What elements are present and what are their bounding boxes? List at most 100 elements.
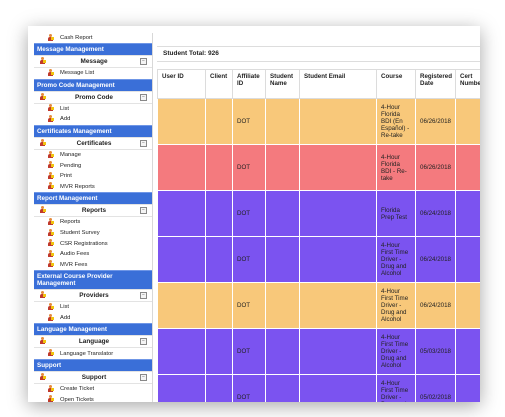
sidebar-group-label: Promo Code — [75, 93, 113, 101]
sidebar-section: Report Management Reports − Reports Stud… — [34, 192, 152, 270]
sidebar-item[interactable]: Print — [34, 171, 152, 182]
sidebar-item[interactable]: Language Translator — [34, 348, 152, 359]
sidebar-section-header: External Course Provider Management — [34, 270, 152, 290]
user-icon — [47, 161, 56, 170]
cell-affiliate-id: DOT — [232, 328, 266, 375]
sidebar-group[interactable]: Message − — [34, 55, 152, 68]
cell-user-id — [157, 282, 206, 329]
table-row[interactable]: DOT 4-Hour First Time Driver - Drug and A… — [157, 374, 480, 402]
sidebar-section: Message Management Message − Message Lis… — [34, 43, 152, 79]
sidebar-group[interactable]: Certificates − — [34, 136, 152, 150]
user-icon — [47, 182, 56, 191]
sidebar-item-label: Message List — [60, 70, 95, 77]
collapse-toggle-icon[interactable]: − — [140, 139, 147, 147]
sidebar-item[interactable]: Message List — [34, 68, 152, 79]
cell-client — [205, 98, 233, 145]
cell-cert-number — [455, 190, 480, 237]
table-row[interactable]: DOT Florida Prep Test 06/24/2018 — [157, 190, 480, 237]
sidebar-item[interactable]: Manage — [34, 150, 152, 161]
sidebar-item-cash-report[interactable]: Cash Report — [34, 33, 152, 43]
collapse-toggle-icon[interactable]: − — [140, 93, 147, 101]
user-icon — [47, 313, 56, 323]
sidebar-item[interactable]: Create Ticket — [34, 384, 152, 395]
collapse-toggle-icon[interactable]: − — [140, 338, 147, 346]
cell-course: 4-Hour First Time Driver - Drug and Alco… — [376, 236, 416, 283]
table-row[interactable]: DOT 4-Hour First Time Driver - Drug and A… — [157, 282, 480, 329]
column-header[interactable]: Client — [205, 69, 233, 99]
cell-student-email — [299, 144, 377, 191]
sidebar-item-label: Add — [60, 315, 71, 322]
sidebar-item[interactable]: MVR Fees — [34, 260, 152, 271]
sidebar-section-header: Report Management — [34, 192, 152, 205]
cell-registered-date: 05/02/2018 — [415, 374, 456, 402]
sidebar-item[interactable]: List — [34, 104, 152, 115]
collapse-toggle-icon[interactable]: − — [140, 207, 147, 215]
cell-student-name — [265, 236, 300, 283]
collapse-toggle-icon[interactable]: − — [140, 58, 147, 65]
sidebar-group[interactable]: Promo Code − — [34, 90, 152, 104]
user-icon — [47, 33, 56, 43]
cell-course: 4-Hour First Time Driver - Drug and Alco… — [376, 374, 416, 402]
user-icon — [39, 372, 48, 382]
sidebar-item[interactable]: Student Survey — [34, 228, 152, 239]
cell-cert-number — [455, 374, 480, 402]
sidebar-item[interactable]: Add — [34, 313, 152, 324]
user-icon — [47, 171, 56, 181]
sidebar-item[interactable]: Reports — [34, 217, 152, 228]
sidebar-item-label: Manage — [60, 152, 81, 159]
cell-client — [205, 328, 233, 375]
user-icon — [47, 228, 56, 238]
cell-student-email — [299, 328, 377, 375]
table-row[interactable]: DOT 4-Hour First Time Driver - Drug and A… — [157, 328, 480, 375]
cell-cert-number — [455, 98, 480, 145]
cell-cert-number — [455, 236, 480, 283]
sidebar-item[interactable]: MVR Reports — [34, 182, 152, 193]
user-icon — [39, 92, 48, 102]
sidebar-item[interactable]: CSR Registrations — [34, 238, 152, 249]
sidebar-item-label: Print — [60, 173, 72, 180]
sidebar-item[interactable]: Audio Fees — [34, 249, 152, 260]
user-icon — [39, 291, 48, 300]
sidebar-item[interactable]: Open Tickets — [34, 395, 152, 402]
cell-client — [205, 236, 233, 283]
sidebar-group[interactable]: Language − — [34, 335, 152, 349]
table-row[interactable]: DOT 4-Hour Florida BDI (En Español) - Re-… — [157, 98, 480, 145]
sidebar-group[interactable]: Reports − — [34, 204, 152, 218]
sidebar-group[interactable]: Support − — [34, 370, 152, 384]
column-header[interactable]: Affiliate ID — [232, 69, 266, 99]
column-header[interactable]: Cert Number — [455, 69, 480, 99]
sidebar-section-header: Promo Code Management — [34, 78, 152, 91]
table-row[interactable]: DOT 4-Hour First Time Driver - Drug and A… — [157, 236, 480, 283]
cell-client — [205, 190, 233, 237]
cell-affiliate-id: DOT — [232, 190, 266, 237]
sidebar-item-label: Open Tickets — [60, 396, 94, 402]
user-icon — [47, 395, 56, 402]
sidebar-item[interactable]: Add — [34, 114, 152, 125]
sidebar-section-header: Certificates Management — [34, 124, 152, 137]
sidebar-item[interactable]: Pending — [34, 160, 152, 171]
sidebar-section: Language Management Language − Language … — [34, 323, 152, 359]
column-header[interactable]: Course — [376, 69, 416, 99]
cell-affiliate-id: DOT — [232, 144, 266, 191]
cell-student-email — [299, 374, 377, 402]
collapse-toggle-icon[interactable]: − — [140, 373, 147, 381]
sidebar-item[interactable]: List — [34, 302, 152, 313]
column-header[interactable]: User ID — [157, 69, 206, 99]
user-icon — [47, 249, 56, 259]
column-header[interactable]: Student Email — [299, 69, 377, 99]
cell-affiliate-id: DOT — [232, 236, 266, 283]
cell-user-id — [157, 144, 206, 191]
sidebar-group[interactable]: Providers − — [34, 289, 152, 303]
table-row[interactable]: DOT 4-Hour Florida BDI - Re-take 06/26/201… — [157, 144, 480, 191]
student-total: Student Total: 926 — [157, 46, 480, 62]
cell-student-name — [265, 190, 300, 237]
user-icon — [47, 302, 56, 312]
sidebar-item-label: Audio Fees — [60, 251, 90, 258]
cell-student-email — [299, 282, 377, 329]
cell-client — [205, 144, 233, 191]
column-header[interactable]: Student Name — [265, 69, 300, 99]
collapse-toggle-icon[interactable]: − — [140, 292, 147, 300]
sidebar-group-label: Providers — [79, 292, 109, 300]
column-header[interactable]: Registered Date — [415, 69, 456, 99]
cell-course: 4-Hour First Time Driver - Drug and Alco… — [376, 282, 416, 329]
